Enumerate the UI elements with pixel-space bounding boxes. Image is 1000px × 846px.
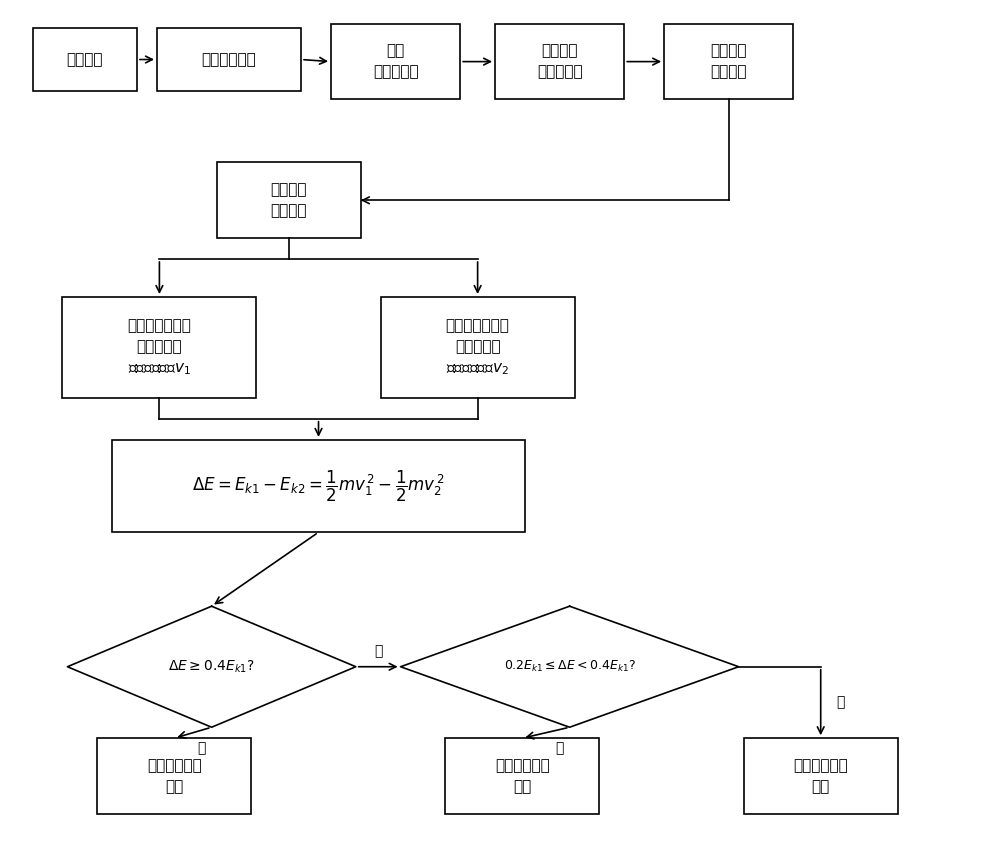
Text: $0.2E_{k1} \leq \Delta E < 0.4E_{k1}$?: $0.2E_{k1} \leq \Delta E < 0.4E_{k1}$? bbox=[504, 659, 636, 674]
Text: 否: 否 bbox=[374, 645, 382, 658]
Text: 安装防撞设施: 安装防撞设施 bbox=[202, 52, 256, 67]
FancyBboxPatch shape bbox=[744, 739, 898, 814]
Text: 释放摆锤
向下摆动: 释放摆锤 向下摆动 bbox=[710, 44, 747, 80]
Text: 摆锤冲击
防撞设施: 摆锤冲击 防撞设施 bbox=[270, 182, 307, 218]
FancyBboxPatch shape bbox=[62, 297, 256, 398]
Polygon shape bbox=[67, 607, 356, 728]
FancyBboxPatch shape bbox=[331, 24, 460, 100]
FancyBboxPatch shape bbox=[97, 739, 251, 814]
Text: 结构耗能性能
良好: 结构耗能性能 良好 bbox=[147, 758, 202, 794]
Text: 结构耗能性能
较差: 结构耗能性能 较差 bbox=[793, 758, 848, 794]
Polygon shape bbox=[401, 607, 739, 728]
Text: 是: 是 bbox=[555, 741, 564, 755]
Text: $\Delta E = E_{k1} - E_{k2} = \dfrac{1}{2}mv_1^{\,2} - \dfrac{1}{2}mv_2^{\,2}$: $\Delta E = E_{k1} - E_{k2} = \dfrac{1}{… bbox=[192, 469, 445, 503]
Text: 速度传感器获取
摆锤冲击后
瞬时运动速度$v_2$: 速度传感器获取 摆锤冲击后 瞬时运动速度$v_2$ bbox=[446, 318, 510, 376]
Text: 是: 是 bbox=[197, 741, 206, 755]
Text: 结构耗能性能
中等: 结构耗能性能 中等 bbox=[495, 758, 550, 794]
FancyBboxPatch shape bbox=[381, 297, 575, 398]
Text: 提升摆锤
至预定高度: 提升摆锤 至预定高度 bbox=[537, 44, 582, 80]
Text: 速度传感器获取
摆锤冲击前
瞬时运动速度$v_1$: 速度传感器获取 摆锤冲击前 瞬时运动速度$v_1$ bbox=[127, 318, 191, 376]
FancyBboxPatch shape bbox=[112, 440, 525, 532]
FancyBboxPatch shape bbox=[495, 24, 624, 100]
Text: 否: 否 bbox=[836, 695, 845, 710]
Text: 架设
速度传感器: 架设 速度传感器 bbox=[373, 44, 418, 80]
FancyBboxPatch shape bbox=[445, 739, 599, 814]
Text: $\Delta E \geq 0.4E_{k1}$?: $\Delta E \geq 0.4E_{k1}$? bbox=[168, 658, 255, 675]
Text: 试件编号: 试件编号 bbox=[67, 52, 103, 67]
FancyBboxPatch shape bbox=[157, 28, 301, 91]
FancyBboxPatch shape bbox=[217, 162, 361, 238]
FancyBboxPatch shape bbox=[33, 28, 137, 91]
FancyBboxPatch shape bbox=[664, 24, 793, 100]
